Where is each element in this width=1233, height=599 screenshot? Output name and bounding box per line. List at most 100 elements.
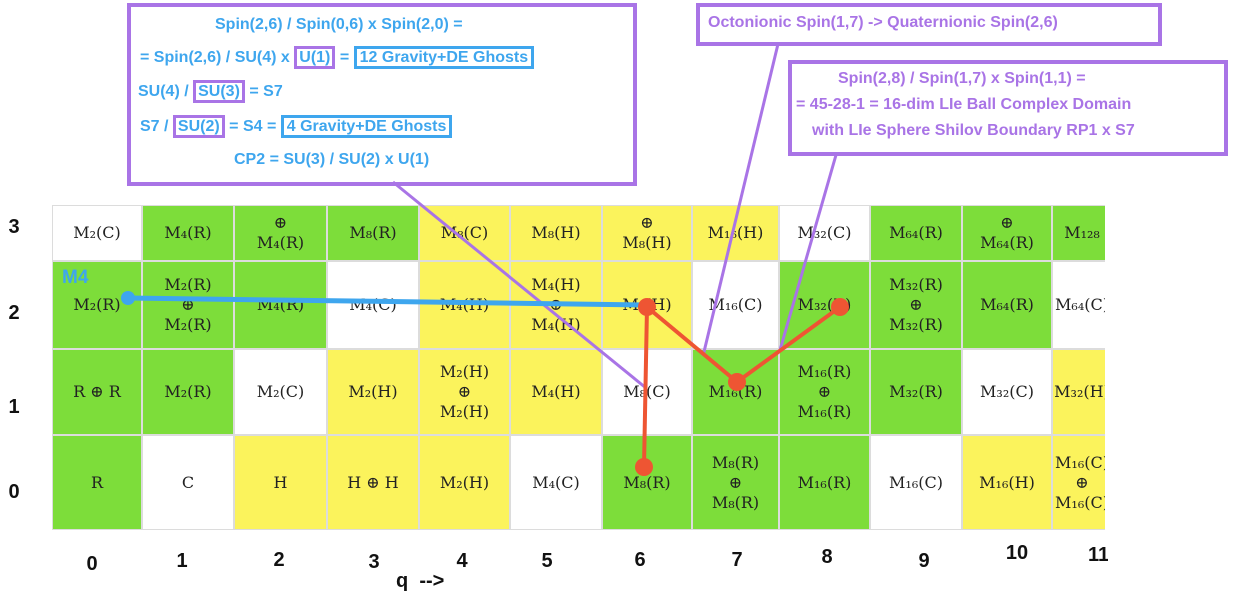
algebra-cell-text: ⊕ (1000, 213, 1014, 232)
q-axis-label: q --> (396, 570, 445, 592)
algebra-cell-r3-q1: M₄(R) (142, 205, 234, 261)
algebra-cell-text: M₈(H) (622, 233, 672, 252)
red-point-q6-2 (638, 298, 656, 316)
algebra-cell-text: M₄(H) (531, 382, 581, 401)
row-label-2: 2 (8, 302, 20, 324)
algebra-cell-r1-q5: M₄(H) (510, 349, 602, 435)
col-label-1: 1 (176, 550, 188, 572)
algebra-cell-text: M₈(H) (531, 223, 581, 242)
algebra-cell-text: R (90, 472, 104, 492)
annotation-box-spin28 (788, 60, 1228, 156)
purple-connector-box1 (392, 180, 647, 390)
algebra-cell-text: M₂(C) (73, 223, 121, 242)
blue-m4-line (127, 295, 647, 308)
col-label-11: 11 (1088, 544, 1108, 566)
algebra-cell-text: M₁₆(R) (797, 472, 852, 492)
col-label-0: 0 (86, 553, 98, 575)
box1-u1-highlight: U(1) (294, 46, 336, 69)
algebra-cell-text: M₁₆(C) (1055, 492, 1105, 512)
algebra-cell-text: M₄(H) (531, 275, 581, 294)
box3-line1: Spin(2,8) / Spin(1,7) x Spin(1,1) = (838, 70, 1086, 87)
purple-connector-box2a (701, 43, 780, 357)
algebra-cell-text: M₃₂(H) (1054, 382, 1105, 401)
col-label-2: 2 (273, 549, 285, 571)
red-point-q8-2 (831, 298, 849, 316)
algebra-cell-r1-q0: R ⊕ R (52, 349, 142, 435)
row-label-3: 3 (8, 216, 20, 238)
col-label-3: 3 (368, 551, 380, 573)
box1-line3: SU(4) / SU(3) = S7 (138, 80, 283, 103)
algebra-cell-text: M₃₂(R) (889, 382, 943, 401)
algebra-cell-text: M₆₄(C) (1055, 295, 1105, 314)
algebra-cell-r3-q3: M₈(R) (327, 205, 419, 261)
algebra-cell-text: ⊕ (640, 213, 654, 232)
algebra-cell-r2-q9: M₃₂(R) ⊕ M₃₂(R) (870, 261, 962, 349)
box1-12-ghosts-highlight: 12 Gravity+DE Ghosts (353, 46, 535, 69)
algebra-cell-r1-q1: M₂(R) (142, 349, 234, 435)
algebra-cell-text: M₈(C) (440, 223, 489, 242)
col-label-4: 4 (456, 550, 468, 572)
box1-line4: S7 / SU(2) = S4 = 4 Gravity+DE Ghosts (140, 115, 453, 138)
algebra-cell-text: ⊕ (909, 295, 923, 314)
algebra-cell-r3-q6: ⊕ M₈(H) (602, 205, 692, 261)
col-label-9: 9 (918, 550, 930, 572)
row-label-1: 1 (8, 396, 20, 418)
algebra-cell-r0-q5: M₄(C) (510, 435, 602, 530)
algebra-cell-text: M₈(R) (711, 452, 760, 472)
algebra-cell-text: M₁₆(C) (889, 472, 943, 492)
col-label-5: 5 (541, 550, 553, 572)
box1-line4-prefix: S7 / (140, 118, 169, 135)
algebra-cell-text: M₁₆(C) (708, 295, 763, 314)
algebra-cell-r0-q3: H ⊕ H (327, 435, 419, 530)
box1-line5: CP2 = SU(3) / SU(2) x U(1) (234, 151, 430, 168)
algebra-cell-text: M₁₆(H) (707, 223, 764, 242)
algebra-cell-r1-q10: M₃₂(C) (962, 349, 1052, 435)
algebra-cell-text: M₂(R) (164, 275, 212, 294)
box1-4-ghosts-highlight: 4 Gravity+DE Ghosts (280, 115, 453, 138)
box1-line1: Spin(2,6) / Spin(0,6) x Spin(2,0) = (215, 16, 463, 33)
box1-line3-suffix: = S7 (249, 83, 283, 100)
algebra-cell-r1-q9: M₃₂(R) (870, 349, 962, 435)
algebra-cell-r3-q11: M₁₂₈ (1052, 205, 1105, 261)
algebra-cell-text: ⊕ (1075, 472, 1089, 492)
red-line-diag-left (645, 305, 739, 384)
algebra-cell-text: M₂(H) (439, 402, 490, 421)
box3-line3: with LIe Sphere Shilov Boundary RP1 x S7 (812, 122, 1135, 139)
purple-connector-box3 (778, 154, 838, 351)
algebra-cell-text: M₃₂(R) (889, 275, 943, 294)
algebra-cell-r3-q4: M₈(C) (419, 205, 510, 261)
algebra-cell-text: ⊕ (728, 472, 743, 492)
box1-line4-mid: = S4 = (229, 118, 277, 135)
algebra-cell-r3-q0: M₂(C) (52, 205, 142, 261)
algebra-cell-text: H (273, 472, 288, 492)
col-label-6: 6 (634, 549, 646, 571)
algebra-cell-r3-q10: ⊕ M₆₄(R) (962, 205, 1052, 261)
algebra-cell-text: ⊕ (457, 382, 472, 401)
algebra-cell-text: M₄(R) (164, 223, 212, 242)
algebra-cell-r2-q11: M₆₄(C) (1052, 261, 1105, 349)
algebra-cell-r0-q11: M₁₆(C) ⊕ M₁₆(C) (1052, 435, 1105, 530)
annotation-box-spin26 (127, 3, 637, 186)
m4-label: M4 (62, 267, 89, 288)
algebra-cell-text: ⊕ (273, 213, 288, 232)
algebra-cell-text: ⊕ (817, 382, 832, 401)
algebra-cell-r1-q4: M₂(H) ⊕ M₂(H) (419, 349, 510, 435)
box1-su2-highlight: SU(2) (172, 115, 225, 138)
col-label-8: 8 (821, 546, 833, 568)
algebra-cell-r1-q2: M₂(C) (234, 349, 327, 435)
algebra-cell-r0-q0: R (52, 435, 142, 530)
algebra-cell-text: M₆₄(R) (980, 233, 1034, 252)
algebra-cell-r0-q1: C (142, 435, 234, 530)
box1-line2-prefix: = Spin(2,6) / SU(4) x (140, 49, 290, 66)
box1-line2: = Spin(2,6) / SU(4) x U(1) = 12 Gravity+… (140, 46, 535, 69)
algebra-cell-text: C (181, 472, 195, 492)
col-label-7: 7 (731, 549, 743, 571)
algebra-cell-text: M₁₆(R) (708, 382, 763, 401)
algebra-cell-r2-q10: M₆₄(R) (962, 261, 1052, 349)
algebra-cell-text: M₈(R) (711, 492, 760, 512)
algebra-cell-text: M₃₂(C) (980, 382, 1034, 401)
algebra-cell-r2-q0: M₂(R) (52, 261, 142, 349)
algebra-cell-r1-q8: M₁₆(R) ⊕ M₁₆(R) (779, 349, 870, 435)
algebra-cell-text: M₂(H) (439, 472, 490, 492)
